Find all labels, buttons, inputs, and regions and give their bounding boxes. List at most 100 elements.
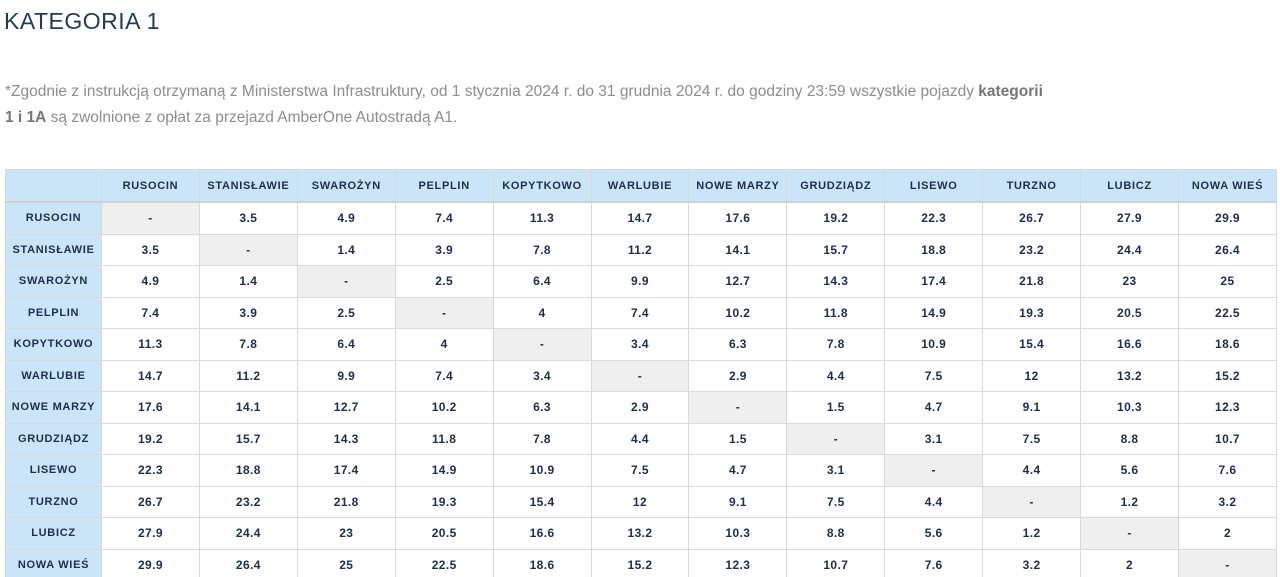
fare-cell: - (101, 201, 200, 235)
fare-cell: 4.4 (590, 422, 690, 455)
fare-cell: 11.8 (394, 422, 494, 455)
fare-cell: 19.3 (394, 485, 494, 518)
fare-cell: 22.3 (884, 201, 984, 235)
fare-cell: 17.4 (296, 454, 396, 487)
fare-cell: 5.6 (1080, 454, 1179, 487)
fare-cell: 1.4 (198, 265, 298, 298)
exemption-note-line-1: *Zgodnie z instrukcją otrzymaną z Minist… (5, 79, 1280, 105)
table-row: NOWE MARZY 17.6 14.1 12.7 10.2 6.3 2.9-1.5 4.7 9… (5, 391, 1278, 424)
fare-cell: 11.3 (492, 201, 592, 235)
fare-cell: 19.2 (786, 201, 886, 235)
fare-cell: - (982, 485, 1082, 518)
note-line1-bold: kategorii (978, 83, 1043, 100)
table-head-row: RUSOCIN STANISŁAWIE SWAROŻYN PELPLIN KOPYTKO… (5, 169, 1278, 203)
row-header: NOWA WIEŚ (5, 548, 102, 577)
fare-cell: - (1177, 548, 1278, 577)
fare-cell: 16.6 (492, 517, 592, 550)
fare-cell: 13.2 (590, 517, 690, 550)
fare-cell: - (394, 296, 494, 329)
column-header: WARLUBIE (590, 169, 690, 203)
fare-cell: 4.7 (884, 391, 984, 424)
fare-cell: 1.5 (786, 391, 886, 424)
column-header: TURZNO (982, 169, 1082, 203)
row-header: NOWE MARZY (5, 391, 102, 424)
fare-cell: 3.4 (492, 359, 592, 392)
table-body: RUSOCIN -3.5 4.9 7.4 11.3 14.7 17.6 19.2 22.3 26.… (5, 201, 1278, 577)
fare-cell: - (492, 328, 592, 361)
fare-cell: 22.5 (394, 548, 494, 577)
fare-cell: 26.4 (1177, 233, 1278, 266)
fare-cell: 14.9 (394, 454, 494, 487)
table-row: WARLUBIE 14.7 11.2 9.9 7.4 3.4-2.9 4.4 7.5 12 13.… (5, 359, 1278, 392)
table-row: STANISŁAWIE 3.5-1.4 3.9 7.8 11.2 14.1 15.7 18.8… (5, 233, 1278, 266)
table-row: NOWA WIEŚ 29.9 26.4 25 22.5 18.6 15.2 12.3 10.7 7… (5, 548, 1278, 577)
fare-cell: 8.8 (1080, 422, 1179, 455)
fare-cell: 7.5 (590, 454, 690, 487)
fare-cell: 15.2 (1177, 359, 1278, 392)
fare-cell: 1.4 (296, 233, 396, 266)
fare-cell: 12 (982, 359, 1082, 392)
fare-cell: 26.7 (982, 201, 1082, 235)
fare-cell: 12.3 (1177, 391, 1278, 424)
fare-cell: 27.9 (1080, 201, 1179, 235)
fare-cell: 23 (296, 517, 396, 550)
fare-cell: 18.8 (884, 233, 984, 266)
fare-cell: 10.3 (688, 517, 788, 550)
table-row: LUBICZ 27.9 24.4 23 20.5 16.6 13.2 10.3 8.8 5.6 1.… (5, 517, 1278, 550)
fare-cell: 10.2 (688, 296, 788, 329)
fare-cell: 11.3 (101, 328, 200, 361)
fare-cell: 4 (394, 328, 494, 361)
fare-cell: 7.4 (101, 296, 200, 329)
fare-cell: 7.6 (1177, 454, 1278, 487)
fare-cell: 14.1 (688, 233, 788, 266)
fare-cell: 24.4 (198, 517, 298, 550)
fare-cell: 3.2 (1177, 485, 1278, 518)
fare-cell: 15.2 (590, 548, 690, 577)
fare-cell: 20.5 (1080, 296, 1179, 329)
fare-cell: 6.4 (296, 328, 396, 361)
fare-cell: 7.8 (786, 328, 886, 361)
fare-cell: 14.3 (296, 422, 396, 455)
price-matrix-table: RUSOCIN STANISŁAWIE SWAROŻYN PELPLIN KOPYTKO… (5, 169, 1278, 577)
fare-cell: 4.7 (688, 454, 788, 487)
fare-cell: 4.4 (884, 485, 984, 518)
table-row: SWAROŻYN 4.9 1.4-2.5 6.4 9.9 12.7 14.3 17.4 21.8… (5, 265, 1278, 298)
table-row: LISEWO 22.3 18.8 17.4 14.9 10.9 7.5 4.7 3.1-4.4 5… (5, 454, 1278, 487)
fare-cell: 7.5 (982, 422, 1082, 455)
fare-cell: 7.8 (198, 328, 298, 361)
fare-cell: 12.7 (296, 391, 396, 424)
table-row: TURZNO 26.7 23.2 21.8 19.3 15.4 12 9.1 7.5 4.4-1.… (5, 485, 1278, 518)
row-header: LISEWO (5, 454, 102, 487)
fare-cell: 2.5 (296, 296, 396, 329)
corner-cell (5, 169, 102, 203)
fare-cell: 26.4 (198, 548, 298, 577)
fare-cell: 7.4 (394, 359, 494, 392)
fare-cell: 16.6 (1080, 328, 1179, 361)
fare-cell: 23.2 (982, 233, 1082, 266)
fare-cell: 6.3 (688, 328, 788, 361)
fare-cell: 2 (1177, 517, 1278, 550)
fare-cell: 15.7 (786, 233, 886, 266)
fare-cell: 6.3 (492, 391, 592, 424)
page-title: KATEGORIA 1 (4, 8, 160, 34)
fare-cell: 23 (1080, 265, 1179, 298)
fare-cell: 19.3 (982, 296, 1082, 329)
fare-cell: 1.5 (688, 422, 788, 455)
fare-cell: 27.9 (101, 517, 200, 550)
fare-cell: 15.4 (492, 485, 592, 518)
fare-cell: 4.4 (786, 359, 886, 392)
fare-cell: 4.4 (982, 454, 1082, 487)
fare-cell: 5.6 (884, 517, 984, 550)
row-header: LUBICZ (5, 517, 102, 550)
fare-cell: 3.5 (198, 201, 298, 235)
row-header: TURZNO (5, 485, 102, 518)
fare-cell: 2.9 (688, 359, 788, 392)
fare-cell: - (884, 454, 984, 487)
fare-cell: 6.4 (492, 265, 592, 298)
note-line1-text: *Zgodnie z instrukcją otrzymaną z Minist… (5, 83, 979, 100)
fare-cell: 4.9 (296, 201, 396, 235)
fare-cell: 10.2 (394, 391, 494, 424)
fare-cell: 1.2 (982, 517, 1082, 550)
fare-cell: 2 (1080, 548, 1179, 577)
fare-cell: 4 (492, 296, 592, 329)
